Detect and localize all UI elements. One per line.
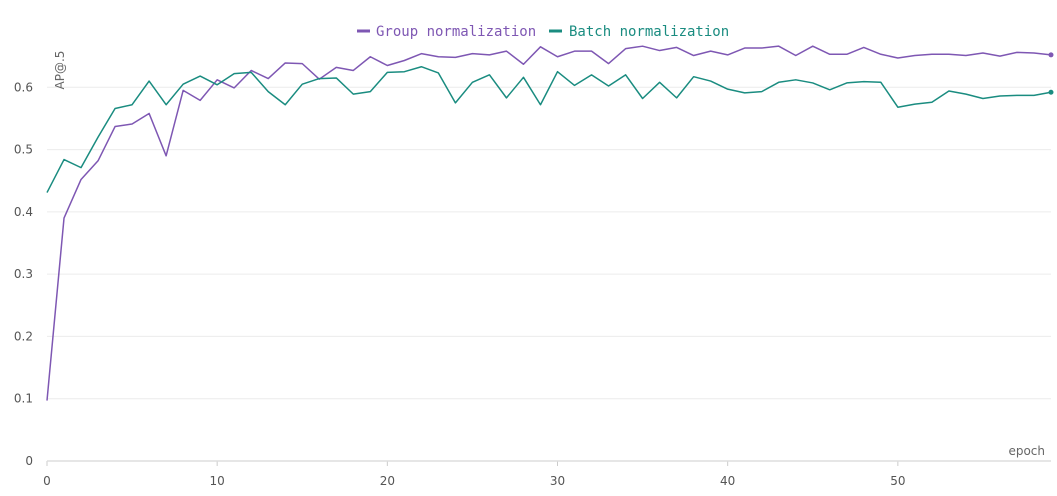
x-axis-title: epoch bbox=[1008, 444, 1045, 458]
x-tick-label: 10 bbox=[210, 474, 225, 488]
series-line-group-normalization[interactable] bbox=[46, 45, 1052, 401]
x-tick-label: 50 bbox=[890, 474, 905, 488]
x-axis-ticks: 0 10 20 30 40 50 bbox=[43, 461, 905, 488]
legend-label: Group normalization bbox=[376, 24, 536, 40]
y-tick-label: 0.3 bbox=[14, 267, 33, 281]
x-tick-label: 20 bbox=[380, 474, 395, 488]
x-tick-label: 40 bbox=[720, 474, 735, 488]
x-tick-label: 0 bbox=[43, 474, 51, 488]
legend-item-batch-normalization[interactable]: Batch normalization bbox=[549, 24, 729, 40]
y-tick-label: 0.6 bbox=[14, 80, 33, 94]
y-axis-title: AP@.5 bbox=[53, 51, 67, 90]
series-end-point[interactable] bbox=[1048, 52, 1054, 58]
y-tick-label: 0.1 bbox=[14, 392, 33, 406]
y-tick-label: 0.5 bbox=[14, 143, 33, 157]
y-tick-label: 0 bbox=[25, 454, 33, 468]
legend-label: Batch normalization bbox=[569, 24, 729, 40]
series-end-point[interactable] bbox=[1048, 89, 1054, 95]
y-axis-ticks: 0 0.1 0.2 0.3 0.4 0.5 0.6 bbox=[14, 80, 33, 468]
series-line-batch-normalization[interactable] bbox=[46, 65, 1052, 193]
legend: Group normalization Batch normalization bbox=[357, 24, 729, 40]
grid bbox=[47, 86, 1051, 400]
series-lines bbox=[46, 45, 1054, 401]
x-tick-label: 30 bbox=[550, 474, 565, 488]
legend-item-group-normalization[interactable]: Group normalization bbox=[357, 24, 536, 40]
y-tick-label: 0.4 bbox=[14, 205, 33, 219]
y-tick-label: 0.2 bbox=[14, 329, 33, 343]
